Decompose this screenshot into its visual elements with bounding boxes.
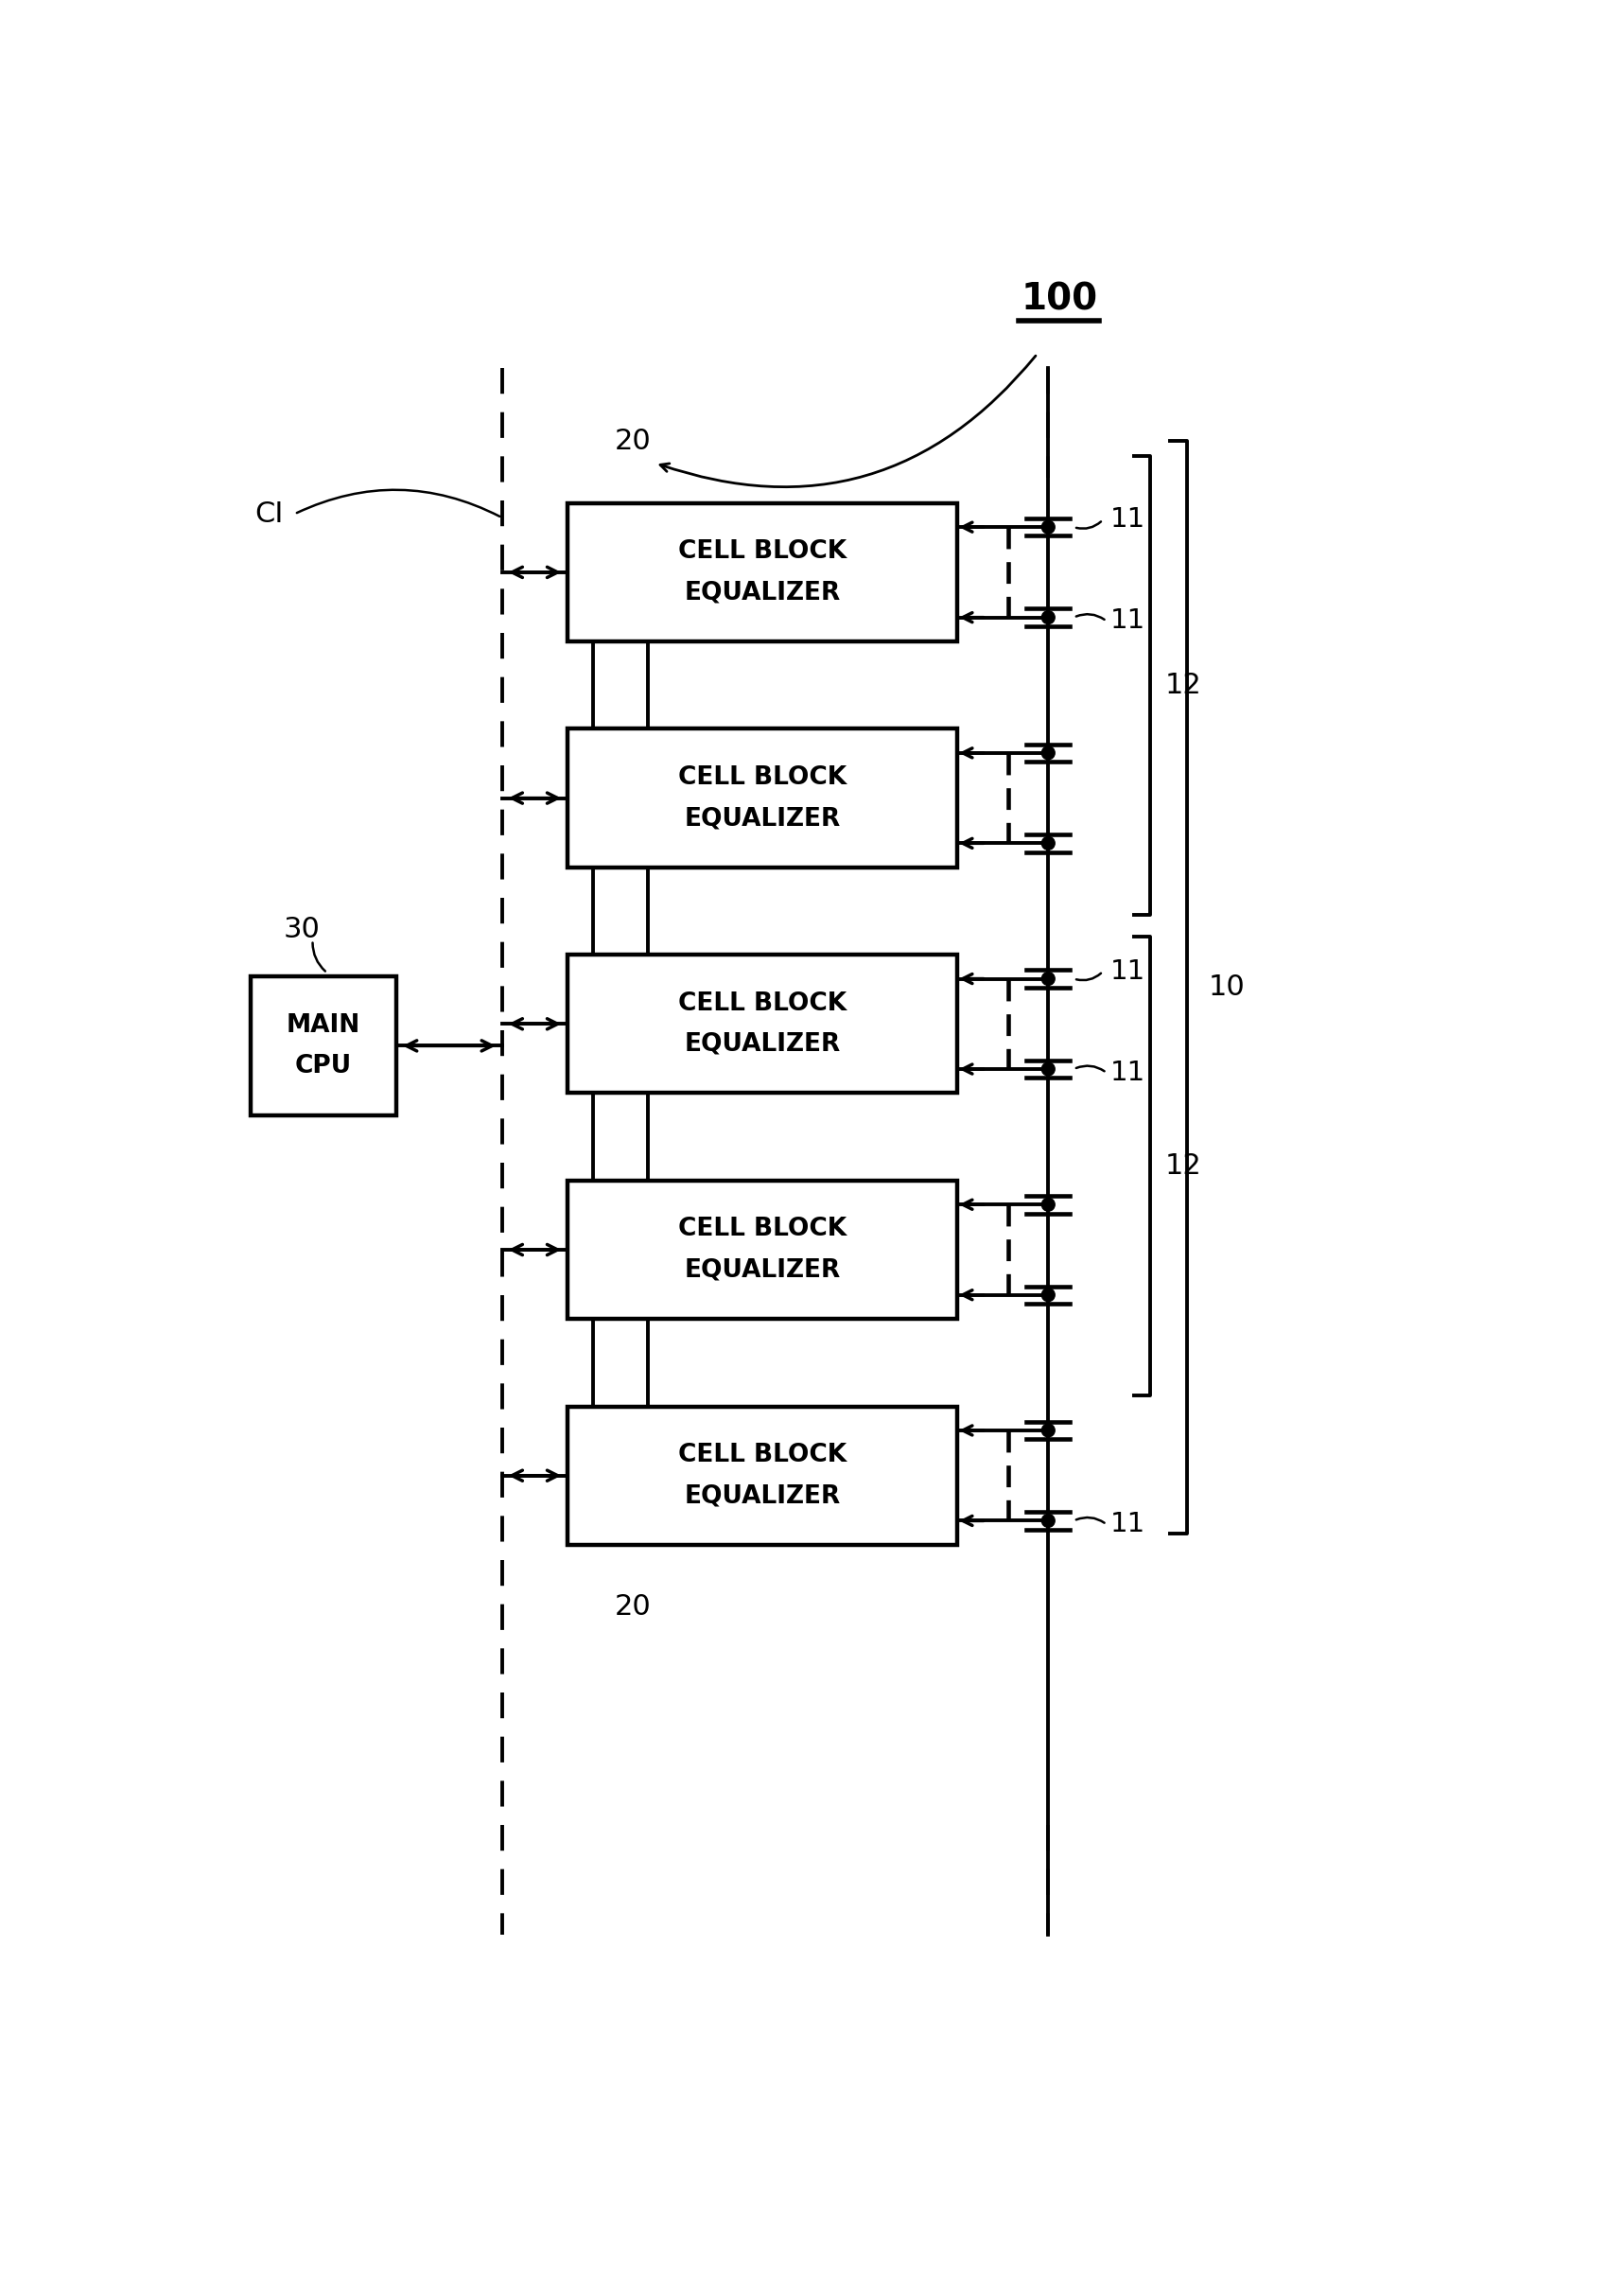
Bar: [567, 1181, 957, 1318]
Text: 20: 20: [615, 426, 651, 456]
FancyArrowPatch shape: [1077, 1518, 1104, 1523]
Text: 100: 100: [1021, 280, 1098, 317]
Text: 12: 12: [1164, 673, 1202, 700]
Text: 30: 30: [283, 917, 320, 944]
Text: 10: 10: [1208, 974, 1246, 1001]
Text: CELL BLOCK: CELL BLOCK: [679, 1218, 846, 1243]
Text: CELL BLOCK: CELL BLOCK: [679, 1443, 846, 1468]
Circle shape: [1041, 1197, 1056, 1211]
FancyArrowPatch shape: [661, 356, 1036, 488]
Circle shape: [1041, 520, 1056, 534]
Bar: [567, 504, 957, 641]
Text: 20: 20: [615, 1594, 651, 1621]
Text: 11: 11: [1111, 1512, 1145, 1537]
Text: 11: 11: [1111, 506, 1145, 534]
Bar: [567, 1407, 957, 1546]
Text: CELL BLOCK: CELL BLOCK: [679, 766, 846, 789]
Bar: [250, 976, 396, 1115]
Bar: [567, 955, 957, 1092]
FancyArrowPatch shape: [1077, 522, 1101, 529]
Circle shape: [1041, 1288, 1056, 1302]
Text: 11: 11: [1111, 958, 1145, 985]
Text: EQUALIZER: EQUALIZER: [684, 1484, 841, 1509]
Text: 11: 11: [1111, 1060, 1145, 1085]
Bar: [567, 730, 957, 866]
FancyArrowPatch shape: [312, 942, 325, 971]
Text: MAIN: MAIN: [286, 1012, 361, 1037]
FancyArrowPatch shape: [1077, 1065, 1104, 1072]
Circle shape: [1041, 1423, 1056, 1436]
Circle shape: [1041, 746, 1056, 759]
FancyArrowPatch shape: [297, 490, 500, 518]
Text: EQUALIZER: EQUALIZER: [684, 581, 841, 604]
Circle shape: [1041, 1514, 1056, 1528]
Text: CPU: CPU: [296, 1053, 352, 1078]
FancyArrowPatch shape: [1077, 974, 1101, 980]
Circle shape: [1041, 971, 1056, 985]
Text: CELL BLOCK: CELL BLOCK: [679, 540, 846, 563]
Text: 12: 12: [1164, 1151, 1202, 1179]
Text: CI: CI: [255, 499, 283, 527]
Circle shape: [1041, 1062, 1056, 1076]
FancyArrowPatch shape: [1077, 613, 1104, 620]
Text: EQUALIZER: EQUALIZER: [684, 1259, 841, 1281]
Text: 11: 11: [1111, 609, 1145, 634]
Text: EQUALIZER: EQUALIZER: [684, 1033, 841, 1056]
Text: CELL BLOCK: CELL BLOCK: [679, 992, 846, 1017]
Circle shape: [1041, 837, 1056, 850]
Circle shape: [1041, 611, 1056, 625]
Text: EQUALIZER: EQUALIZER: [684, 807, 841, 830]
